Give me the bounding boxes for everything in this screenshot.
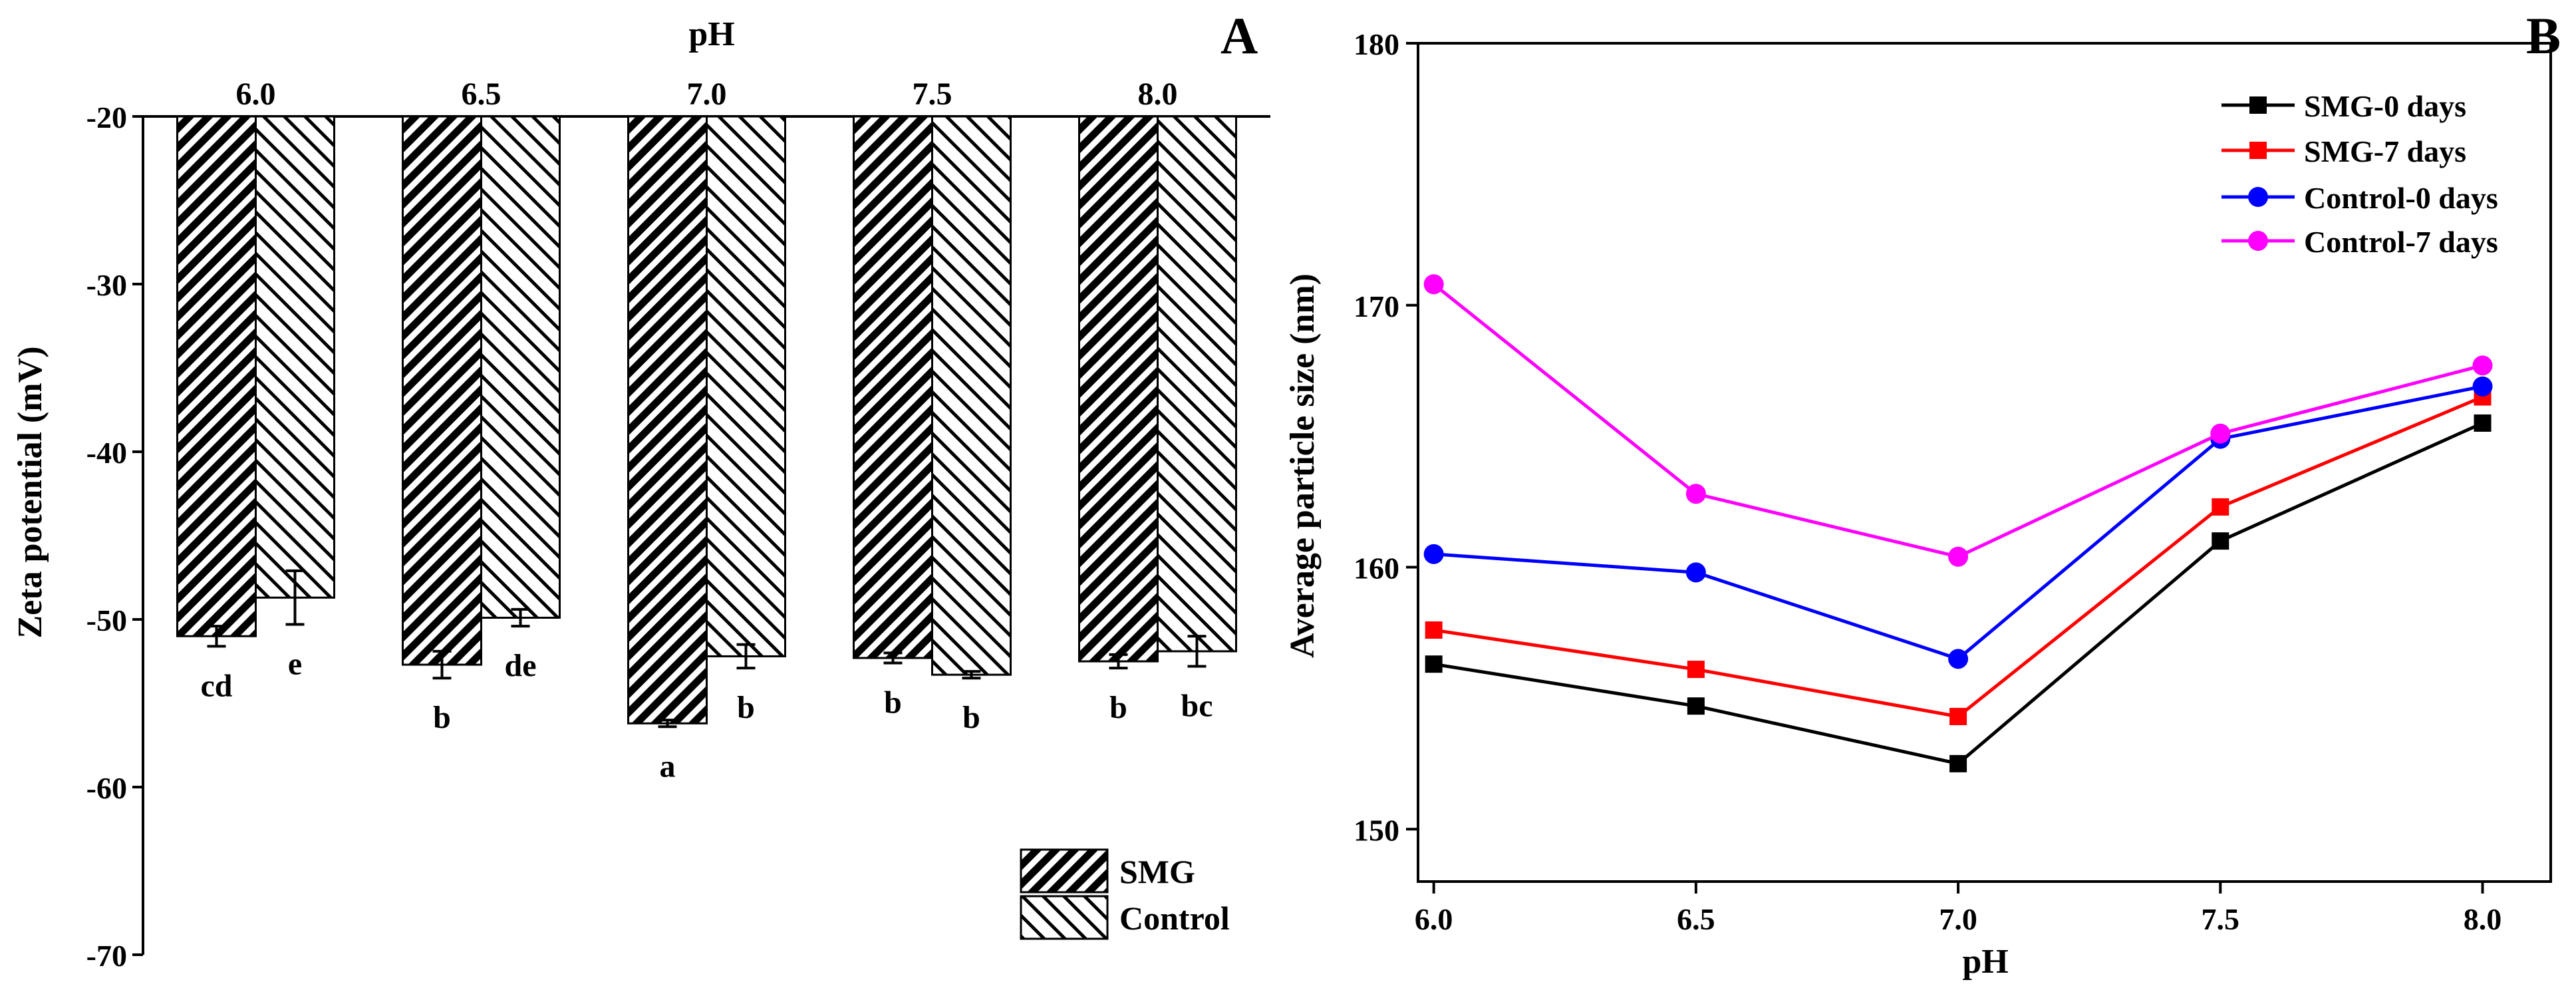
data-point xyxy=(2472,355,2493,376)
panel-a-y-tick-label: -30 xyxy=(86,268,127,302)
legend-label-control-7-days: Control-7 days xyxy=(2304,225,2498,259)
data-point xyxy=(2474,414,2492,432)
legend-swatch-control xyxy=(1020,895,1109,940)
panel-b-letter: B xyxy=(2526,7,2561,65)
data-point xyxy=(1423,544,1444,564)
panel-a-x-tick-label: 7.5 xyxy=(913,77,952,112)
panel-a-significance-letters: cd e b de a b b b b bc xyxy=(201,647,1213,784)
legend-label-smg: SMG xyxy=(1119,853,1195,890)
data-point xyxy=(1948,546,1969,567)
significance-letter: b xyxy=(884,685,902,721)
significance-letter: a xyxy=(660,748,676,784)
data-point xyxy=(1425,655,1443,673)
panel-b-y-tick-label: 150 xyxy=(1354,813,1399,847)
data-point xyxy=(1685,484,1706,504)
panel-a-x-tick-label: 8.0 xyxy=(1138,77,1178,112)
panel-a-y-tick-label: -70 xyxy=(86,939,127,973)
data-point xyxy=(1685,562,1706,583)
panel-b-y-tick-label: 170 xyxy=(1354,289,1399,323)
bar-control-7.0 xyxy=(706,115,786,657)
data-point xyxy=(2212,498,2229,516)
data-point xyxy=(1423,274,1444,295)
data-point xyxy=(1949,754,1967,772)
series-line-control-0-days xyxy=(1433,385,2483,661)
bar-smg-7.0 xyxy=(627,115,708,725)
panel-a-legend: SMG Control xyxy=(1020,848,1230,940)
panel-b-x-axis-title: pH xyxy=(1962,943,2008,981)
legend-label-control-0-days: Control-0 days xyxy=(2304,181,2498,215)
legend-marker-control-0-days xyxy=(2248,187,2268,207)
panel-a-letter: A xyxy=(1220,7,1258,65)
legend-label-smg-0-days: SMG-0 days xyxy=(2304,89,2466,123)
panel-b-y-tick-label: 180 xyxy=(1354,27,1399,61)
bar-control-7.5 xyxy=(931,115,1012,676)
panel-b-x-tick-label: 6.5 xyxy=(1677,902,1715,936)
data-point xyxy=(1687,697,1705,715)
data-point xyxy=(1948,649,1969,669)
bar-control-6.0 xyxy=(255,115,335,599)
significance-letter: b xyxy=(1109,690,1127,725)
legend-swatch-smg xyxy=(1020,848,1109,894)
bar-smg-6.5 xyxy=(402,115,482,666)
legend-label-smg-7-days: SMG-7 days xyxy=(2304,134,2466,168)
significance-letter: e xyxy=(288,647,302,682)
panel-b-axes: 150 160 170 180 6.0 6.5 7.0 7.5 8.0 xyxy=(1354,27,2552,936)
panel-a-y-tick-label: -60 xyxy=(86,771,127,805)
data-point xyxy=(2472,376,2493,397)
data-point xyxy=(1949,707,1967,725)
legend-marker-smg-0-days xyxy=(2249,96,2267,114)
panel-a-y-axis-title: Zeta potential (mV) xyxy=(11,346,49,638)
bar-control-8.0 xyxy=(1157,115,1237,653)
significance-letter: cd xyxy=(201,668,233,703)
legend-label-control: Control xyxy=(1119,900,1230,937)
panel-b-plot-frame xyxy=(1417,42,2552,883)
data-point xyxy=(2210,423,2231,444)
bar-smg-6.0 xyxy=(176,115,257,637)
panel-a-x-axis-title: pH xyxy=(688,15,734,53)
panel-a-error-bars xyxy=(207,569,1207,729)
panel-b-y-tick-label: 160 xyxy=(1354,552,1399,585)
panel-a-y-tick-label: -50 xyxy=(86,603,127,637)
panel-b-series xyxy=(1423,274,2493,772)
significance-letter: de xyxy=(505,648,537,683)
significance-letter: b xyxy=(737,690,755,725)
significance-letter: b xyxy=(433,700,451,735)
series-line-control-7-days xyxy=(1433,283,2484,559)
panel-a-bar-chart: A pH Zeta potential (mV) -20 -30 -40 -50 -60… xyxy=(11,7,1270,973)
panel-a-y-tick-label: -40 xyxy=(86,436,127,470)
panel-b-y-axis-title: Average particle size (nm) xyxy=(1284,273,1322,658)
panel-b-legend: SMG-0 days SMG-7 days Control-0 days Contro… xyxy=(2221,89,2498,259)
bar-control-6.5 xyxy=(480,115,561,619)
panel-a-x-tick-label: 6.5 xyxy=(462,77,501,112)
panel-a-axes: -20 -30 -40 -50 -60 -70 6.0 6.5 7.0 7.5 8.0 xyxy=(86,77,1270,973)
panel-b-x-tick-label: 6.0 xyxy=(1415,902,1453,936)
panel-b-line-chart: B pH Average particle size (nm) 150 160 17… xyxy=(1284,7,2561,981)
panel-b-x-tick-label: 7.0 xyxy=(1939,902,1977,936)
data-point xyxy=(2212,532,2229,550)
data-point xyxy=(1687,661,1705,679)
panel-a-x-tick-label: 7.0 xyxy=(687,77,727,112)
panel-b-x-tick-label: 7.5 xyxy=(2202,902,2240,936)
legend-marker-control-7-days xyxy=(2248,231,2268,251)
panel-a-y-tick-label: -20 xyxy=(86,100,127,134)
panel-b-x-tick-label: 8.0 xyxy=(2464,902,2502,936)
significance-letter: bc xyxy=(1181,689,1213,724)
panel-a-x-tick-label: 6.0 xyxy=(236,77,276,112)
legend-marker-smg-7-days xyxy=(2249,142,2267,159)
significance-letter: b xyxy=(962,700,980,735)
panel-a-bars xyxy=(176,115,1237,725)
data-point xyxy=(1425,621,1443,639)
bar-smg-8.0 xyxy=(1078,115,1159,663)
bar-smg-7.5 xyxy=(853,115,933,659)
